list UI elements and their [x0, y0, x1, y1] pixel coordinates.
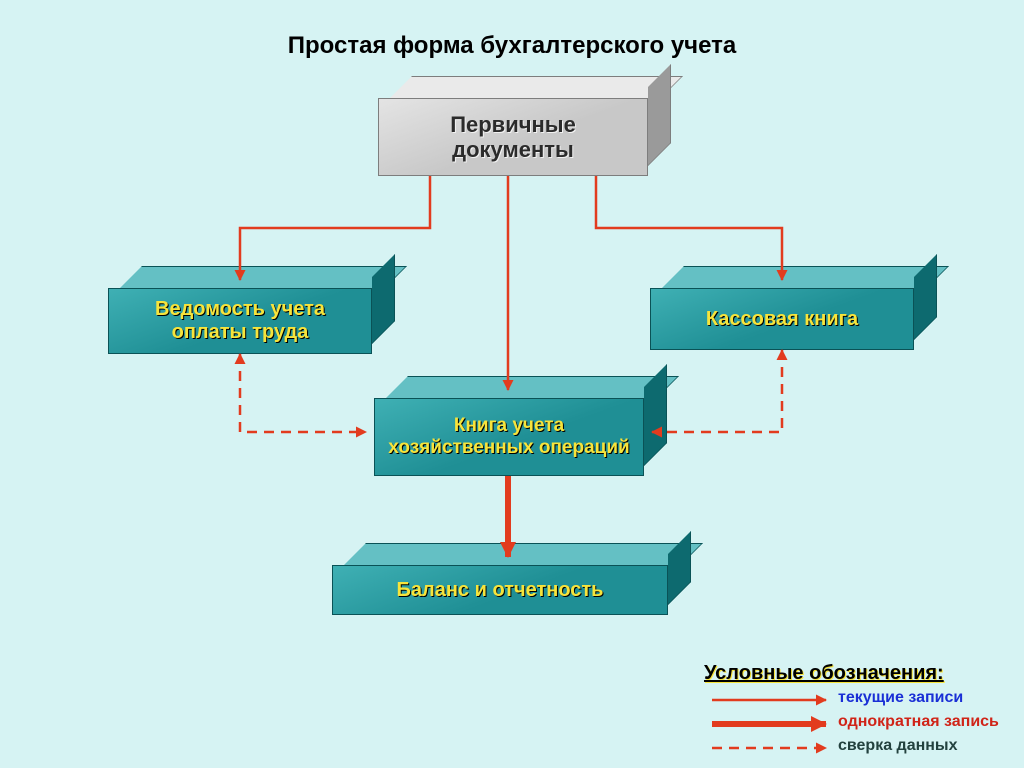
node-ops_book-label: Книга учета хозяйственных операций — [374, 398, 644, 476]
diagram-title: Простая форма бухгалтерского учета — [0, 32, 1024, 60]
node-payroll_ledger-label: Ведомость учета оплаты труда — [108, 288, 372, 354]
edge-cash_ops — [652, 350, 782, 432]
node-cash_book: Кассовая книга — [650, 288, 914, 350]
diagram-stage: Простая форма бухгалтерского учета Первич… — [0, 0, 1024, 768]
legend-label-1: однократная запись — [838, 713, 999, 731]
node-balance-label: Баланс и отчетность — [332, 565, 668, 615]
node-primary_docs: Первичные документы — [378, 98, 648, 176]
node-cash_book-label: Кассовая книга — [650, 288, 914, 350]
node-ops_book: Книга учета хозяйственных операций — [374, 398, 644, 476]
node-payroll_ledger: Ведомость учета оплаты труда — [108, 288, 372, 354]
legend-label-2: сверка данных — [838, 737, 958, 755]
edge-pd_to_cash — [596, 176, 782, 280]
node-balance: Баланс и отчетность — [332, 565, 668, 615]
legend-label-0: текущие записи — [838, 689, 963, 707]
node-primary_docs-label: Первичные документы — [378, 98, 648, 176]
edge-pd_to_payroll — [240, 176, 430, 280]
legend-title: Условные обозначения: — [704, 662, 944, 685]
edge-payroll_ops — [240, 354, 366, 432]
